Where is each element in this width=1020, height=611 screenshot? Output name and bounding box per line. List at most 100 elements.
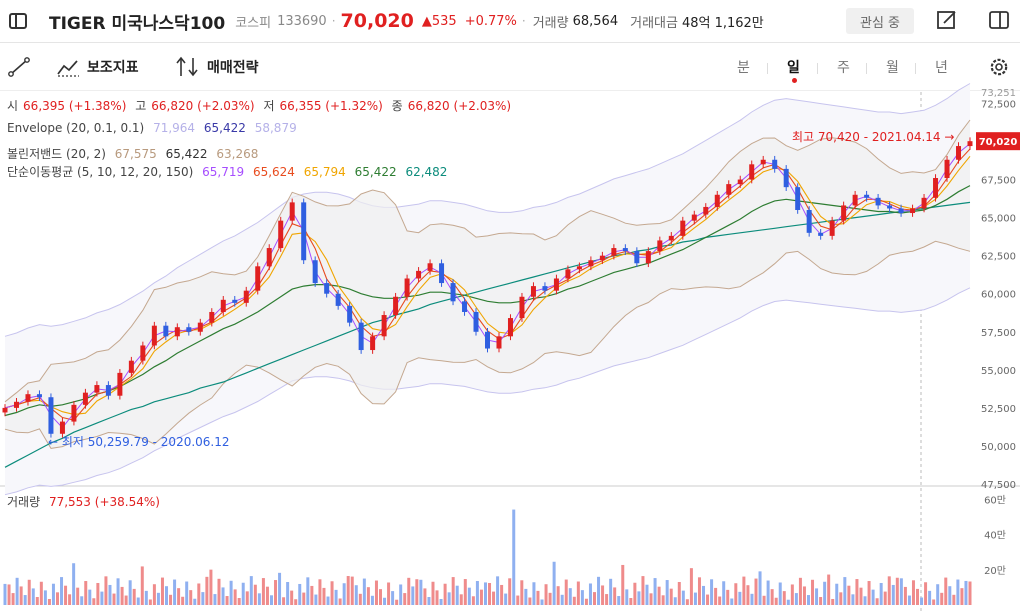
volume-bar [124, 595, 128, 605]
volume-bar [887, 576, 891, 605]
candle-body [829, 220, 835, 236]
volume-bar [374, 580, 378, 605]
period-day[interactable]: 일 [787, 60, 800, 76]
volume-bar [249, 576, 253, 605]
candle-body [530, 286, 536, 297]
volume-bar [681, 590, 685, 605]
candle-body [967, 141, 973, 147]
period-week[interactable]: 주 [837, 60, 850, 76]
volume-bar [625, 589, 629, 605]
candle-body [59, 421, 65, 434]
volume-bar [68, 594, 72, 605]
candle-body [255, 266, 261, 291]
period-minute[interactable]: 분 [737, 60, 750, 76]
candle-body [553, 278, 559, 291]
candle-body [507, 318, 513, 337]
volume-bar [496, 576, 500, 605]
volume-bar [835, 583, 839, 605]
candle-body [450, 283, 456, 302]
strategy-icon[interactable] [176, 56, 202, 78]
volume-bar [257, 593, 261, 605]
volume-bar [572, 596, 576, 605]
watchlist-button[interactable]: 관심 중 [846, 8, 914, 34]
volume-bar [879, 582, 883, 605]
edit-icon[interactable] [936, 9, 958, 31]
candle-body [278, 220, 284, 249]
volume-bar [415, 579, 419, 605]
candle-body [163, 325, 169, 337]
volume-bar [286, 582, 290, 605]
panel-layout-icon[interactable] [988, 9, 1010, 31]
candle-body [588, 260, 594, 267]
volume-bar [689, 568, 693, 605]
ma-legend[interactable]: 단순이동평균 (5, 10, 12, 20, 150) 65,719 65,62… [7, 165, 448, 179]
candle-body [128, 360, 134, 373]
volume-bar [152, 584, 156, 605]
volume-bar [916, 588, 920, 605]
volume-axis-tick: 60만 [984, 495, 1006, 507]
volume-bar [177, 588, 181, 605]
volume-bar [685, 599, 689, 605]
volume-bar [649, 593, 653, 605]
indicators-button[interactable]: 보조지표 [87, 60, 139, 76]
volume-bar [903, 586, 907, 605]
candle-body [13, 401, 19, 408]
y-axis-tick: 57,500 [981, 328, 1016, 339]
volume-bar [754, 578, 758, 605]
candle-body [82, 392, 88, 405]
strategy-button[interactable]: 매매전략 [207, 60, 259, 76]
volume-axis-tick: 40만 [984, 530, 1006, 542]
candle-body [243, 290, 249, 303]
candle-body [209, 311, 215, 323]
volume-bar [819, 597, 823, 605]
envelope-legend[interactable]: Envelope (20, 0.1, 0.1) 71,964 65,422 58… [7, 121, 297, 135]
candle-body [151, 325, 157, 346]
period-month[interactable]: 월 [886, 60, 899, 76]
sidebar-toggle-icon[interactable] [9, 13, 27, 29]
volume-bar [839, 592, 843, 605]
period-year[interactable]: 년 [935, 60, 948, 76]
volume-bar [827, 574, 831, 605]
volume-bar [15, 577, 19, 605]
volume-bar [520, 580, 524, 605]
volume-bar [536, 590, 540, 605]
volume-bar [265, 586, 269, 605]
settings-gear-icon[interactable] [988, 56, 1010, 78]
volume-bar [863, 596, 867, 605]
volume-bar [92, 598, 96, 605]
candle-body [220, 299, 226, 312]
candle-body [416, 270, 422, 279]
volume-bar [298, 583, 302, 605]
volume-bar [637, 591, 641, 605]
volume-bar [193, 598, 197, 605]
volume-bar [350, 576, 354, 605]
volume-bar [27, 579, 31, 605]
volume-bar [811, 579, 815, 605]
candle-body [783, 168, 789, 188]
volume-bar [245, 591, 249, 605]
indicator-icon[interactable] [57, 57, 81, 77]
candle-body [105, 385, 111, 396]
amount-value: 48억 1,162만 [681, 15, 764, 31]
volume-bar [492, 591, 496, 605]
candle-body [565, 269, 571, 279]
volume-bar [100, 591, 104, 605]
volume-bar [823, 581, 827, 605]
volume-bar [7, 584, 11, 605]
drawing-line-icon[interactable] [8, 57, 30, 77]
volume-bar [488, 582, 492, 605]
volume-bar [51, 583, 55, 605]
volume-bar [160, 577, 164, 605]
volume-bar [697, 577, 701, 605]
bollinger-legend[interactable]: 볼린저밴드 (20, 2) 67,575 65,422 63,268 [7, 147, 259, 161]
candle-body [71, 404, 77, 422]
price-change-pct: +0.77% [464, 13, 517, 29]
active-period-dot [792, 78, 797, 83]
volume-bar [540, 599, 544, 605]
candle-body [174, 327, 180, 337]
volume-bar [601, 585, 605, 605]
volume-bar [588, 583, 592, 605]
volume-bar [940, 592, 944, 605]
volume-bar [633, 582, 637, 605]
